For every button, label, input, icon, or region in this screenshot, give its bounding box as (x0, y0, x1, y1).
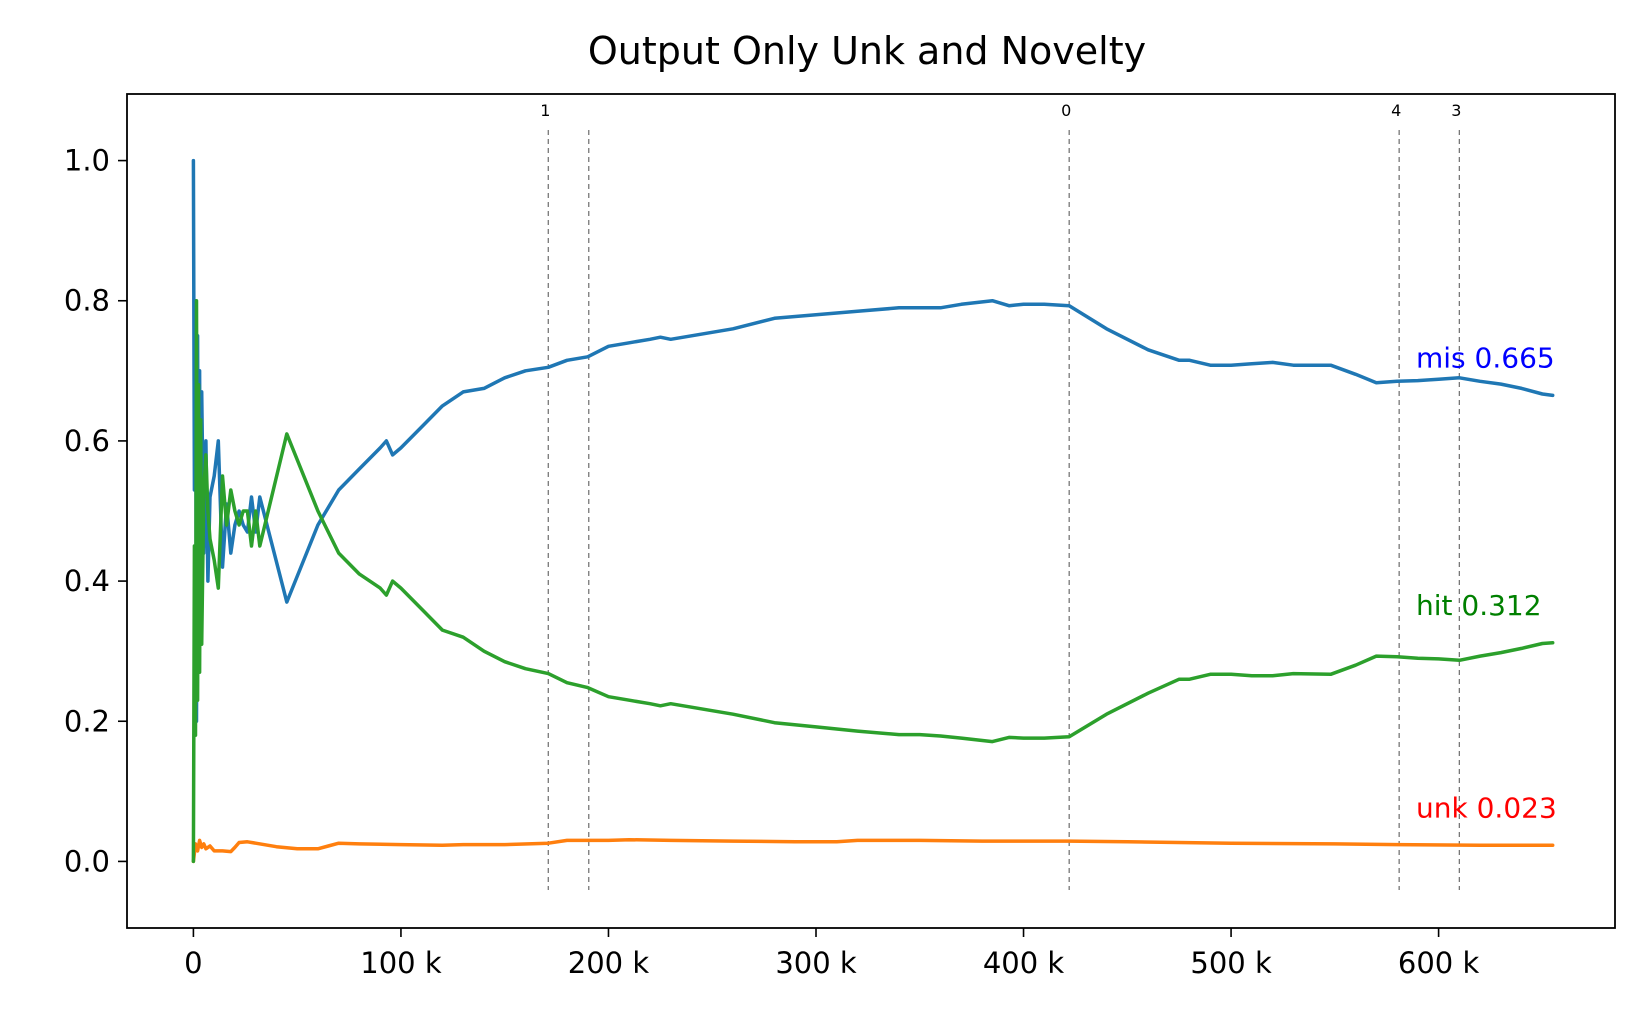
series-end-label-hit: hit 0.312 (1416, 589, 1542, 622)
chart-title: Output Only Unk and Novelty (588, 29, 1146, 73)
series-line-unk (191, 837, 1555, 864)
series-end-label-unk: unk 0.023 (1416, 791, 1557, 824)
plot-frame (126, 93, 1616, 929)
y-tick-label: 1.0 (64, 144, 110, 178)
x-tick-label: 100 k (360, 946, 442, 980)
y-tick-label: 0.8 (64, 284, 110, 318)
y-tick-label: 0.4 (64, 564, 110, 598)
x-tick-label: 500 k (1190, 946, 1272, 980)
vertical-marker-label: 1 (540, 101, 550, 120)
x-tick-label: 200 k (568, 946, 650, 980)
vertical-marker-label: 4 (1391, 101, 1401, 120)
y-tick-label: 0.6 (64, 424, 110, 458)
vertical-marker-label: 0 (1061, 101, 1071, 120)
vertical-marker-label: 3 (1451, 101, 1461, 120)
x-tick-label: 600 k (1398, 946, 1480, 980)
x-tick-label: 0 (184, 946, 202, 980)
x-tick-label: 300 k (775, 946, 857, 980)
series-line-hit (191, 298, 1555, 864)
y-tick-label: 0.2 (64, 704, 110, 738)
series-line-mis (191, 158, 1555, 724)
plot-area: 1 0 4 3 mis 0.665 unk 0.023 hit 0.312 0 100 k 200… (64, 93, 1616, 980)
series-end-label-mis: mis 0.665 (1416, 341, 1555, 374)
x-tick-label: 400 k (983, 946, 1065, 980)
y-tick-label: 0.0 (64, 844, 110, 878)
